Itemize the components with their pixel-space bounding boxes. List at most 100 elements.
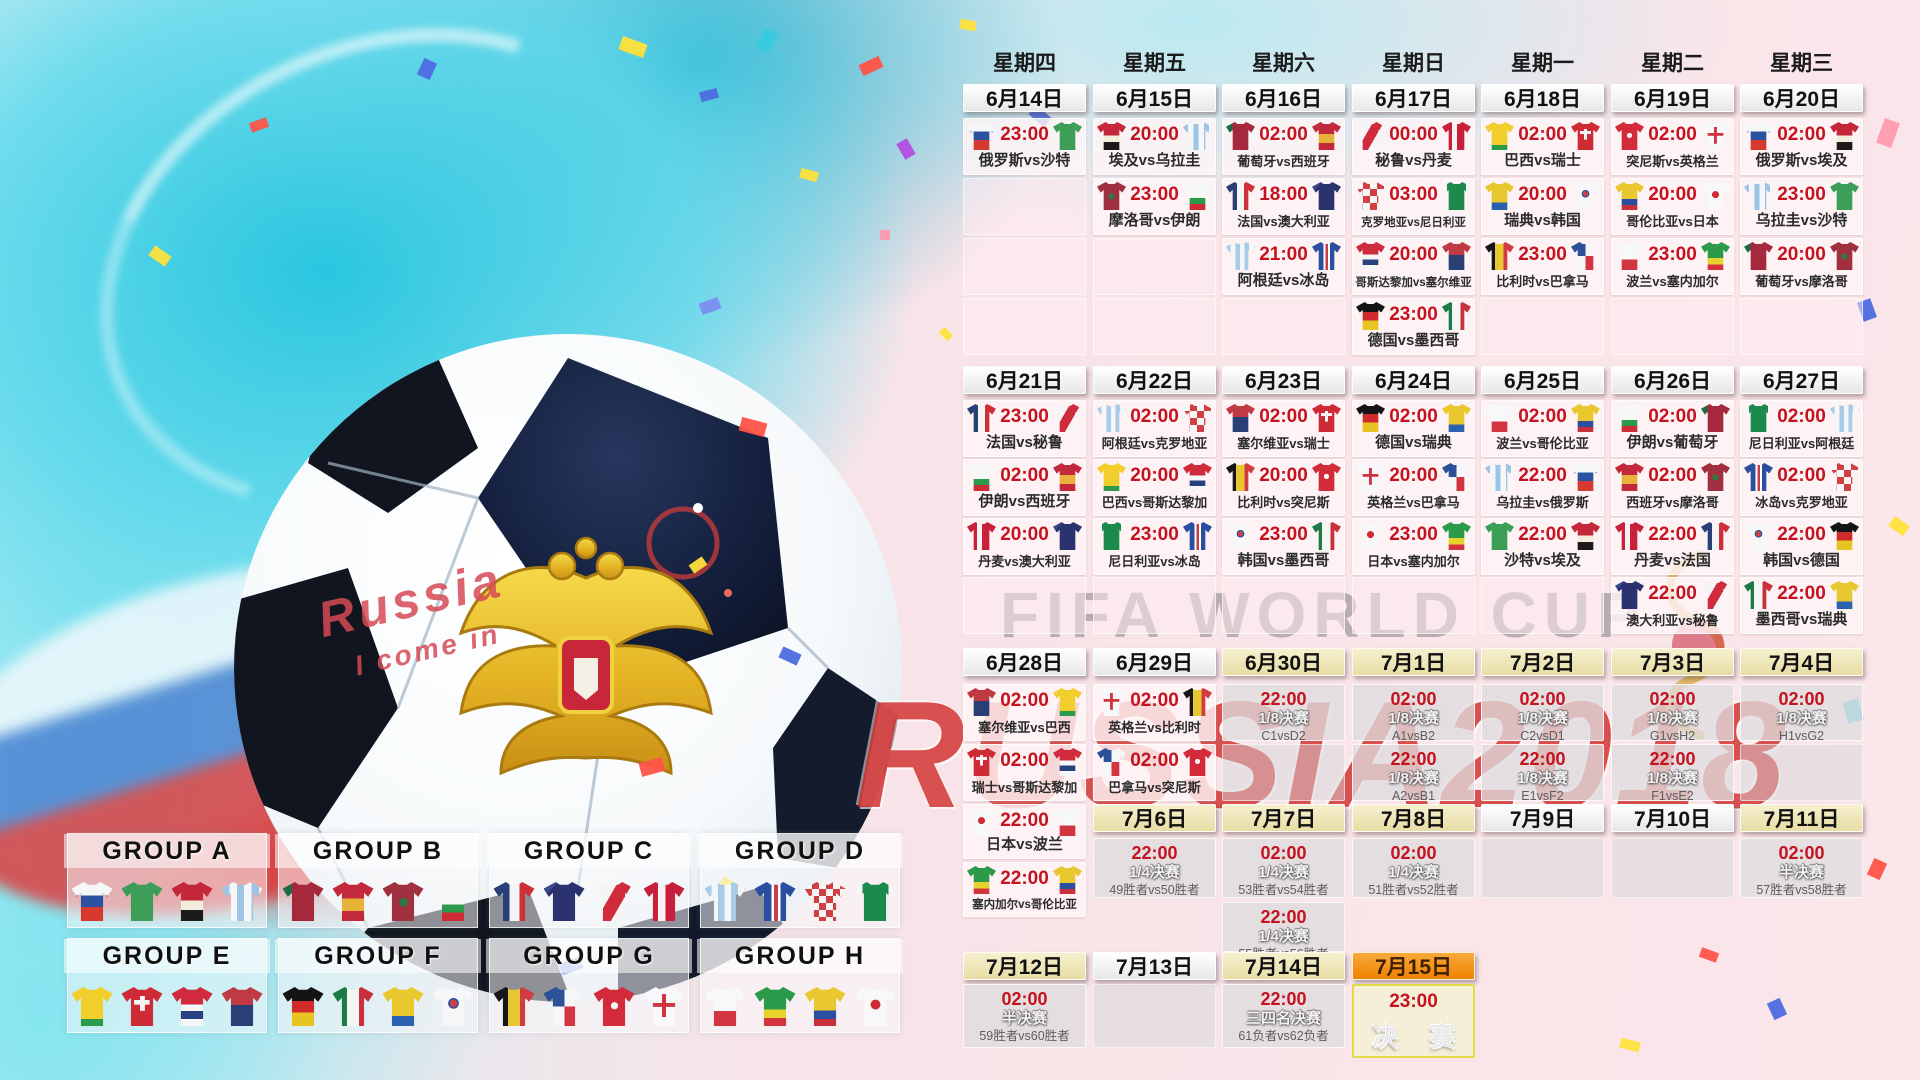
match-cell[interactable]: 23:00 日本vs塞内加尔 bbox=[1352, 518, 1475, 575]
match-cell[interactable]: 03:00 克罗地亚vs尼日利亚 bbox=[1352, 178, 1475, 235]
date-header[interactable]: 7月1日 bbox=[1352, 648, 1475, 676]
match-cell[interactable]: 02:00 巴西vs瑞士 bbox=[1481, 118, 1604, 175]
match-cell[interactable]: 02:00 葡萄牙vs西班牙 bbox=[1222, 118, 1345, 175]
match-cell[interactable]: 02:00 伊朗vs西班牙 bbox=[963, 459, 1086, 516]
date-header[interactable]: 6月14日 bbox=[963, 84, 1086, 112]
match-cell[interactable]: 02:00 冰岛vs克罗地亚 bbox=[1740, 459, 1863, 516]
date-header[interactable]: 6月18日 bbox=[1481, 84, 1604, 112]
match-cell[interactable]: 20:00 埃及vs乌拉圭 bbox=[1093, 118, 1216, 175]
match-cell[interactable]: 02:00 英格兰vs比利时 bbox=[1093, 684, 1216, 741]
date-header[interactable]: 6月15日 bbox=[1093, 84, 1216, 112]
knockout-cell[interactable]: 02:00 半决赛 59胜者vs60胜者 bbox=[963, 984, 1086, 1048]
date-header[interactable]: 7月4日 bbox=[1740, 648, 1863, 676]
match-cell[interactable]: 23:00 乌拉圭vs沙特 bbox=[1740, 178, 1863, 235]
match-cell[interactable]: 23:00 俄罗斯vs沙特 bbox=[963, 118, 1086, 175]
date-header[interactable]: 7月8日 bbox=[1352, 804, 1475, 832]
match-cell[interactable]: 22:00 日本vs波兰 bbox=[963, 804, 1086, 859]
knockout-cell[interactable]: 02:00 1/4决赛 53胜者vs54胜者 bbox=[1222, 838, 1345, 898]
match-cell[interactable]: 02:00 西班牙vs摩洛哥 bbox=[1611, 459, 1734, 516]
date-header[interactable]: 6月24日 bbox=[1352, 366, 1475, 394]
match-cell[interactable]: 20:00 哥斯达黎加vs塞尔维亚 bbox=[1352, 238, 1475, 295]
match-cell[interactable]: 22:00 韩国vs德国 bbox=[1740, 518, 1863, 575]
date-header[interactable]: 7月6日 bbox=[1093, 804, 1216, 832]
match-cell[interactable]: 02:00 伊朗vs葡萄牙 bbox=[1611, 400, 1734, 457]
match-cell[interactable]: 23:00 波兰vs塞内加尔 bbox=[1611, 238, 1734, 295]
match-cell[interactable]: 23:00 比利时vs巴拿马 bbox=[1481, 238, 1604, 295]
date-header[interactable]: 7月12日 bbox=[963, 952, 1086, 980]
match-cell[interactable]: 23:00 法国vs秘鲁 bbox=[963, 400, 1086, 457]
date-header[interactable]: 6月30日 bbox=[1222, 648, 1345, 676]
match-cell[interactable]: 23:00 尼日利亚vs冰岛 bbox=[1093, 518, 1216, 575]
match-cell[interactable]: 02:00 巴拿马vs突尼斯 bbox=[1093, 744, 1216, 801]
match-cell[interactable]: 02:00 俄罗斯vs埃及 bbox=[1740, 118, 1863, 175]
date-header[interactable]: 7月3日 bbox=[1611, 648, 1734, 676]
date-header[interactable]: 6月27日 bbox=[1740, 366, 1863, 394]
match-cell[interactable]: 21:00 阿根廷vs冰岛 bbox=[1222, 238, 1345, 295]
match-cell[interactable]: 22:00 沙特vs埃及 bbox=[1481, 518, 1604, 575]
match-cell[interactable]: 02:00 突尼斯vs英格兰 bbox=[1611, 118, 1734, 175]
match-cell[interactable]: 20:00 葡萄牙vs摩洛哥 bbox=[1740, 238, 1863, 295]
match-cell[interactable]: 22:00 塞内加尔vs哥伦比亚 bbox=[963, 862, 1086, 917]
date-header[interactable]: 6月21日 bbox=[963, 366, 1086, 394]
match-cell[interactable]: 20:00 巴西vs哥斯达黎加 bbox=[1093, 459, 1216, 516]
knockout-cell[interactable]: 02:00 1/8决赛 G1vsH2 bbox=[1611, 684, 1734, 743]
match-cell[interactable]: 22:00 澳大利亚vs秘鲁 bbox=[1611, 577, 1734, 634]
date-header[interactable]: 7月15日 bbox=[1352, 952, 1475, 980]
date-header[interactable]: 6月22日 bbox=[1093, 366, 1216, 394]
knockout-cell[interactable]: 22:00 1/4决赛 49胜者vs50胜者 bbox=[1093, 838, 1216, 898]
match-time: 21:00 bbox=[1259, 244, 1308, 265]
knockout-cell[interactable]: 02:00 1/8决赛 H1vsG2 bbox=[1740, 684, 1863, 743]
date-header[interactable]: 7月14日 bbox=[1222, 952, 1345, 980]
knockout-cell[interactable]: 22:00 1/8决赛 E1vsF2 bbox=[1481, 744, 1604, 803]
match-teams: 阿根廷vs克罗地亚 bbox=[1101, 436, 1208, 451]
date-header[interactable]: 6月16日 bbox=[1222, 84, 1345, 112]
jersey-team bbox=[493, 882, 535, 921]
date-header[interactable]: 7月9日 bbox=[1481, 804, 1604, 832]
date-header[interactable]: 6月23日 bbox=[1222, 366, 1345, 394]
match-cell[interactable]: 23:00 摩洛哥vs伊朗 bbox=[1093, 178, 1216, 235]
match-cell[interactable]: 20:00 瑞典vs韩国 bbox=[1481, 178, 1604, 235]
date-header[interactable]: 7月2日 bbox=[1481, 648, 1604, 676]
date-header[interactable]: 7月13日 bbox=[1093, 952, 1216, 980]
knockout-cell[interactable]: 02:00 1/4决赛 51胜者vs52胜者 bbox=[1352, 838, 1475, 898]
match-cell[interactable]: 00:00 秘鲁vs丹麦 bbox=[1352, 118, 1475, 175]
match-cell[interactable]: 02:00 塞尔维亚vs巴西 bbox=[963, 684, 1086, 741]
date-header[interactable]: 7月7日 bbox=[1222, 804, 1345, 832]
match-cell[interactable]: 02:00 塞尔维亚vs瑞士 bbox=[1222, 400, 1345, 457]
date-header[interactable]: 6月25日 bbox=[1481, 366, 1604, 394]
match-cell[interactable]: 20:00 比利时vs突尼斯 bbox=[1222, 459, 1345, 516]
empty-cell bbox=[1611, 838, 1734, 898]
knockout-cell[interactable]: 02:00 1/8决赛 A1vsB2 bbox=[1352, 684, 1475, 743]
knockout-cell[interactable]: 22:00 1/8决赛 A2vsB1 bbox=[1352, 744, 1475, 803]
knockout-cell[interactable]: 02:00 半决赛 57胜者vs58胜者 bbox=[1740, 838, 1863, 898]
match-cell[interactable]: 20:00 英格兰vs巴拿马 bbox=[1352, 459, 1475, 516]
knockout-cell[interactable]: 22:001/4决赛55胜者vs56胜者 bbox=[1222, 902, 1345, 961]
match-cell[interactable]: 23:00 德国vs墨西哥 bbox=[1352, 298, 1475, 355]
date-header[interactable]: 6月19日 bbox=[1611, 84, 1734, 112]
match-cell[interactable]: 02:00 德国vs瑞典 bbox=[1352, 400, 1475, 457]
match-cell[interactable]: 22:00 墨西哥vs瑞典 bbox=[1740, 577, 1863, 634]
match-cell[interactable]: 20:00 丹麦vs澳大利亚 bbox=[963, 518, 1086, 575]
knockout-cell[interactable]: 22:00 1/8决赛 F1vsE2 bbox=[1611, 744, 1734, 803]
date-header[interactable]: 6月29日 bbox=[1093, 648, 1216, 676]
date-header[interactable]: 6月17日 bbox=[1352, 84, 1475, 112]
final-match-cell[interactable]: 23:00 决 赛 bbox=[1352, 984, 1475, 1058]
match-cell[interactable]: 02:00 波兰vs哥伦比亚 bbox=[1481, 400, 1604, 457]
match-cell[interactable]: 22:00 丹麦vs法国 bbox=[1611, 518, 1734, 575]
match-cell[interactable]: 02:00 瑞士vs哥斯达黎加 bbox=[963, 744, 1086, 801]
match-cell[interactable]: 22:00 乌拉圭vs俄罗斯 bbox=[1481, 459, 1604, 516]
date-header[interactable]: 6月28日 bbox=[963, 648, 1086, 676]
match-cell[interactable]: 18:00 法国vs澳大利亚 bbox=[1222, 178, 1345, 235]
match-cell[interactable]: 02:00 尼日利亚vs阿根廷 bbox=[1740, 400, 1863, 457]
date-header[interactable]: 6月20日 bbox=[1740, 84, 1863, 112]
date-header[interactable]: 6月26日 bbox=[1611, 366, 1734, 394]
match-cell[interactable]: 02:00 阿根廷vs克罗地亚 bbox=[1093, 400, 1216, 457]
knockout-cell[interactable]: 22:00 三四名决赛 61负者vs62负者 bbox=[1222, 984, 1345, 1048]
empty-cell bbox=[963, 238, 1086, 295]
date-header[interactable]: 7月10日 bbox=[1611, 804, 1734, 832]
match-cell[interactable]: 20:00 哥伦比亚vs日本 bbox=[1611, 178, 1734, 235]
knockout-cell[interactable]: 02:00 1/8决赛 C2vsD1 bbox=[1481, 684, 1604, 743]
match-cell[interactable]: 23:00 韩国vs墨西哥 bbox=[1222, 518, 1345, 575]
knockout-cell[interactable]: 22:00 1/8决赛 C1vsD2 bbox=[1222, 684, 1345, 743]
date-header[interactable]: 7月11日 bbox=[1740, 804, 1863, 832]
